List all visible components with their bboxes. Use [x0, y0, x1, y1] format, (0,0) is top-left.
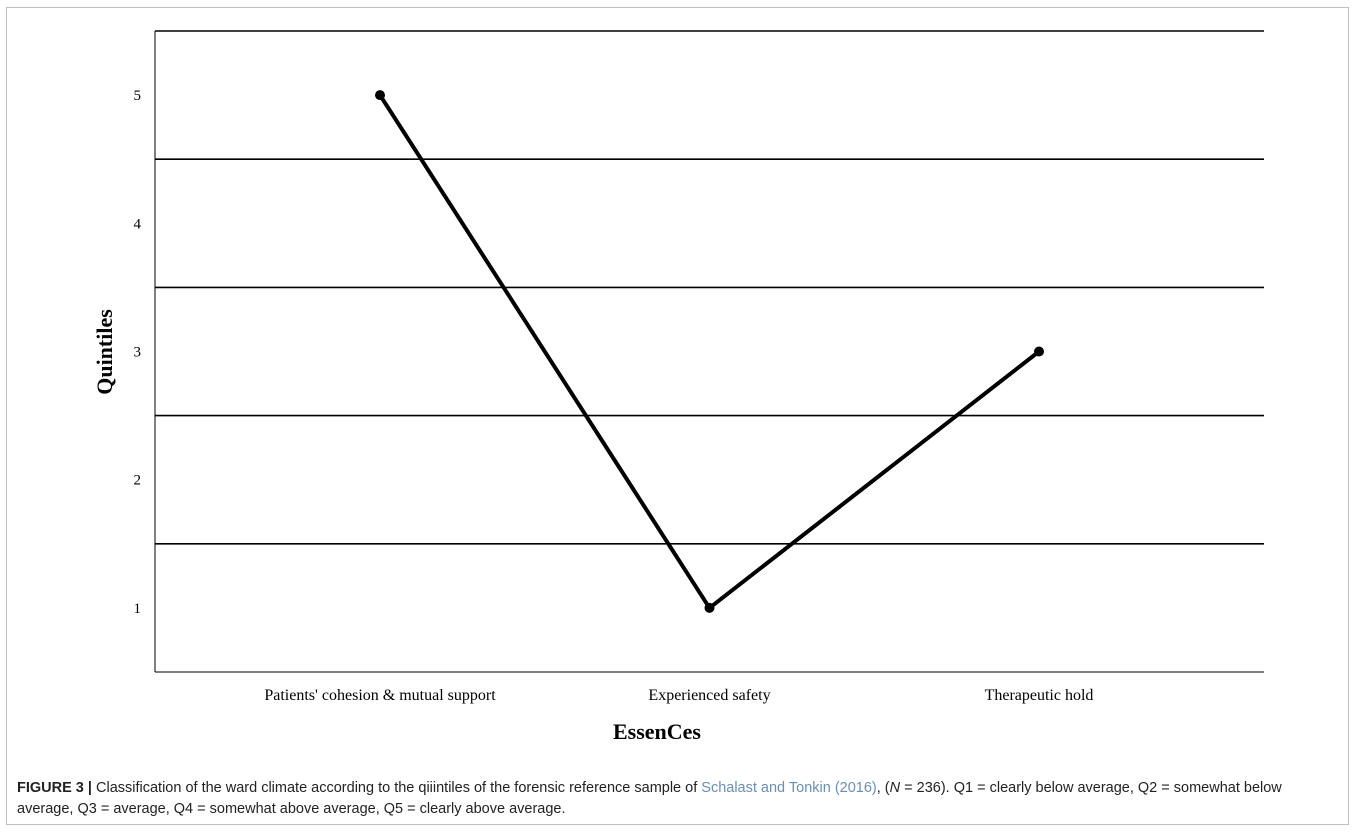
line-chart: 1 2 3 4 5 Patients' cohesion & mutual suppor… — [92, 30, 1264, 744]
x-tick-label: Patients' cohesion & mutual support — [264, 687, 496, 704]
series — [375, 90, 1044, 613]
x-tick-label: Experienced safety — [648, 687, 770, 704]
data-point — [704, 602, 715, 613]
figure-caption: FIGURE 3 | Classification of the ward cl… — [17, 778, 1342, 820]
caption-text-mid: , ( — [876, 780, 890, 796]
caption-reference-link[interactable]: Schalast and Tonkin (2016) — [701, 780, 877, 796]
y-tick-label: 2 — [134, 473, 142, 489]
caption-text-after: = 236). Q1 = clearly below average, Q2 =… — [17, 780, 1282, 817]
caption-text-before: Classification of the ward climate accor… — [91, 780, 702, 796]
caption-n-symbol: N — [889, 780, 901, 796]
y-axis-title: Quintiles — [92, 309, 117, 395]
y-tick-label: 4 — [134, 216, 142, 232]
y-tick-label: 3 — [134, 345, 142, 361]
gridlines — [155, 30, 1264, 545]
series-line — [378, 94, 1041, 610]
x-axis-title: EssenCes — [613, 719, 701, 744]
y-tick-label: 5 — [134, 88, 142, 104]
y-tick-labels: 1 2 3 4 5 — [134, 88, 142, 617]
data-point — [1034, 346, 1044, 357]
x-tick-label: Therapeutic hold — [985, 687, 1094, 704]
y-tick-label: 1 — [134, 601, 142, 617]
caption-label: FIGURE 3 | — [17, 780, 92, 796]
x-tick-labels: Patients' cohesion & mutual support Exper… — [264, 687, 1093, 704]
data-point — [375, 90, 385, 101]
